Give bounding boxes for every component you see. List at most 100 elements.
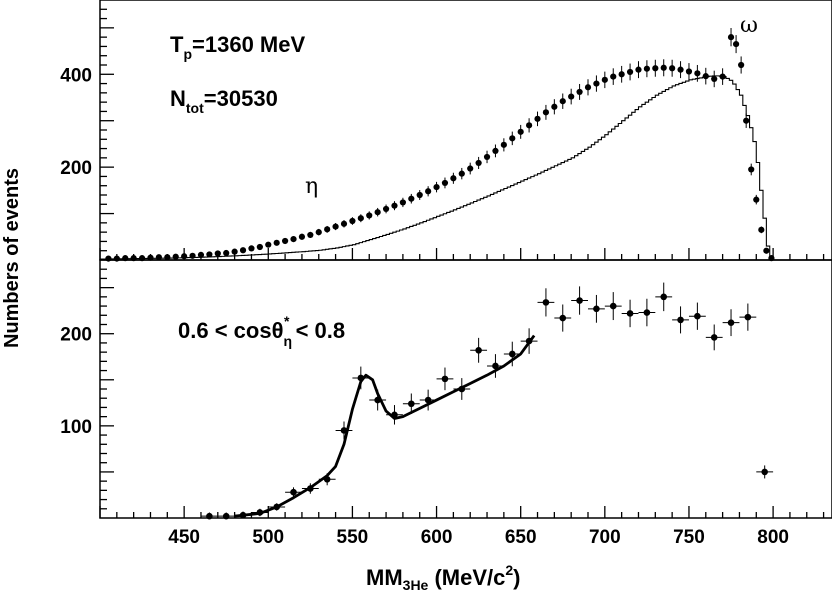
top-data-point [732,41,740,48]
top-data-point [441,179,449,187]
top-data-point [122,255,129,262]
top-data-point [694,70,701,77]
y-tick-label: 200 [60,325,92,346]
top-simulation-layer [100,75,774,260]
bottom-data-point [744,313,752,321]
top-data-point [265,241,272,248]
bottom-data-point [525,337,533,345]
bottom-data-point [609,302,617,310]
top-data-point [248,245,255,252]
top-data-point [500,141,507,148]
bottom-data-point [660,293,668,301]
top-data-point [593,80,600,87]
top-data-point [618,71,625,78]
bottom-data-point [559,314,567,322]
top-data-point [256,243,263,251]
top-data-point [324,226,331,233]
top-data-point [458,170,465,177]
top-data-point [433,184,440,191]
top-data-point [315,229,322,236]
top-data-point [467,165,474,172]
top-data-point [147,254,154,261]
x-tick-label: 650 [505,527,537,548]
top-data-point [643,65,650,72]
top-data-point [130,255,137,262]
top-data-point [475,159,482,167]
top-data-point [669,65,676,72]
top-data-point [340,220,348,227]
top-data-point [660,64,667,71]
top-data-point [685,68,693,75]
top-data-point [357,215,364,222]
top-data-point [290,236,297,243]
top-data-point [172,253,179,260]
x-tick-label: 550 [337,527,369,548]
bottom-data-point [458,385,466,393]
bottom-data-point [206,512,213,520]
y-tick-label: 400 [60,65,92,86]
bottom-data-point [492,362,499,370]
bottom-data-point [626,310,634,317]
bottom-data-point [408,400,415,408]
top-data-point [652,65,659,72]
bottom-data-point [374,396,381,404]
bottom-data-point [256,509,264,516]
x-tick-label: 450 [168,527,200,548]
total-events-label: Ntot=30530 [170,86,278,116]
top-data-point [743,117,750,124]
top-data-point [138,255,146,262]
top-data-point [349,217,356,225]
beam-energy-label: Tp=1360 MeV [170,32,305,62]
fit-curve [234,334,536,518]
bottom-data-layer [200,282,774,520]
bottom-data-point [441,375,449,383]
top-data-point [155,254,162,261]
x-tick-label: 800 [757,527,789,548]
y-tick-label: 100 [60,417,92,438]
top-data-point [738,61,745,69]
top-data-point [416,191,423,199]
top-data-point [517,128,524,135]
top-data-point [382,205,390,213]
top-data-layer [105,27,775,262]
top-data-point [450,175,457,182]
top-data-point [568,93,575,100]
bottom-data-point [677,316,684,324]
top-data-point [677,66,684,73]
bottom-data-point [340,427,348,434]
bottom-data-point [761,468,768,476]
top-data-point [298,233,306,240]
angle-cut-label: 0.6 < cosθη* < 0.8 [178,313,345,349]
top-data-point [758,226,765,233]
top-data-point [551,103,558,110]
top-data-point [105,255,112,262]
bottom-data-point [475,347,482,354]
top-data-point [711,75,718,83]
top-data-point [601,76,608,83]
x-tick-label: 750 [673,527,705,548]
top-data-point [526,122,533,129]
top-data-point [197,251,205,258]
top-data-point [626,68,634,76]
y-axis-title: Numbers of events [1,168,23,348]
top-data-point [231,248,238,255]
bottom-data-point [508,350,516,358]
bottom-data-point [710,334,718,341]
bottom-data-point [239,511,247,519]
top-data-point [408,195,415,202]
top-data-point [719,73,726,80]
bottom-data-point [290,488,297,496]
top-data-point [223,249,230,257]
bottom-data-point [593,305,600,313]
top-data-point [576,88,583,96]
eta-label: η [305,174,318,199]
top-data-point [239,247,247,254]
top-data-point [727,34,735,41]
simulation-histogram [100,75,774,260]
bottom-data-point [576,297,583,304]
top-data-point [374,209,381,216]
x-axis-title: MM3He (MeV/c2) [366,562,521,591]
top-data-point [768,255,775,262]
top-data-point [534,115,541,122]
bottom-fit-layer [234,334,536,518]
